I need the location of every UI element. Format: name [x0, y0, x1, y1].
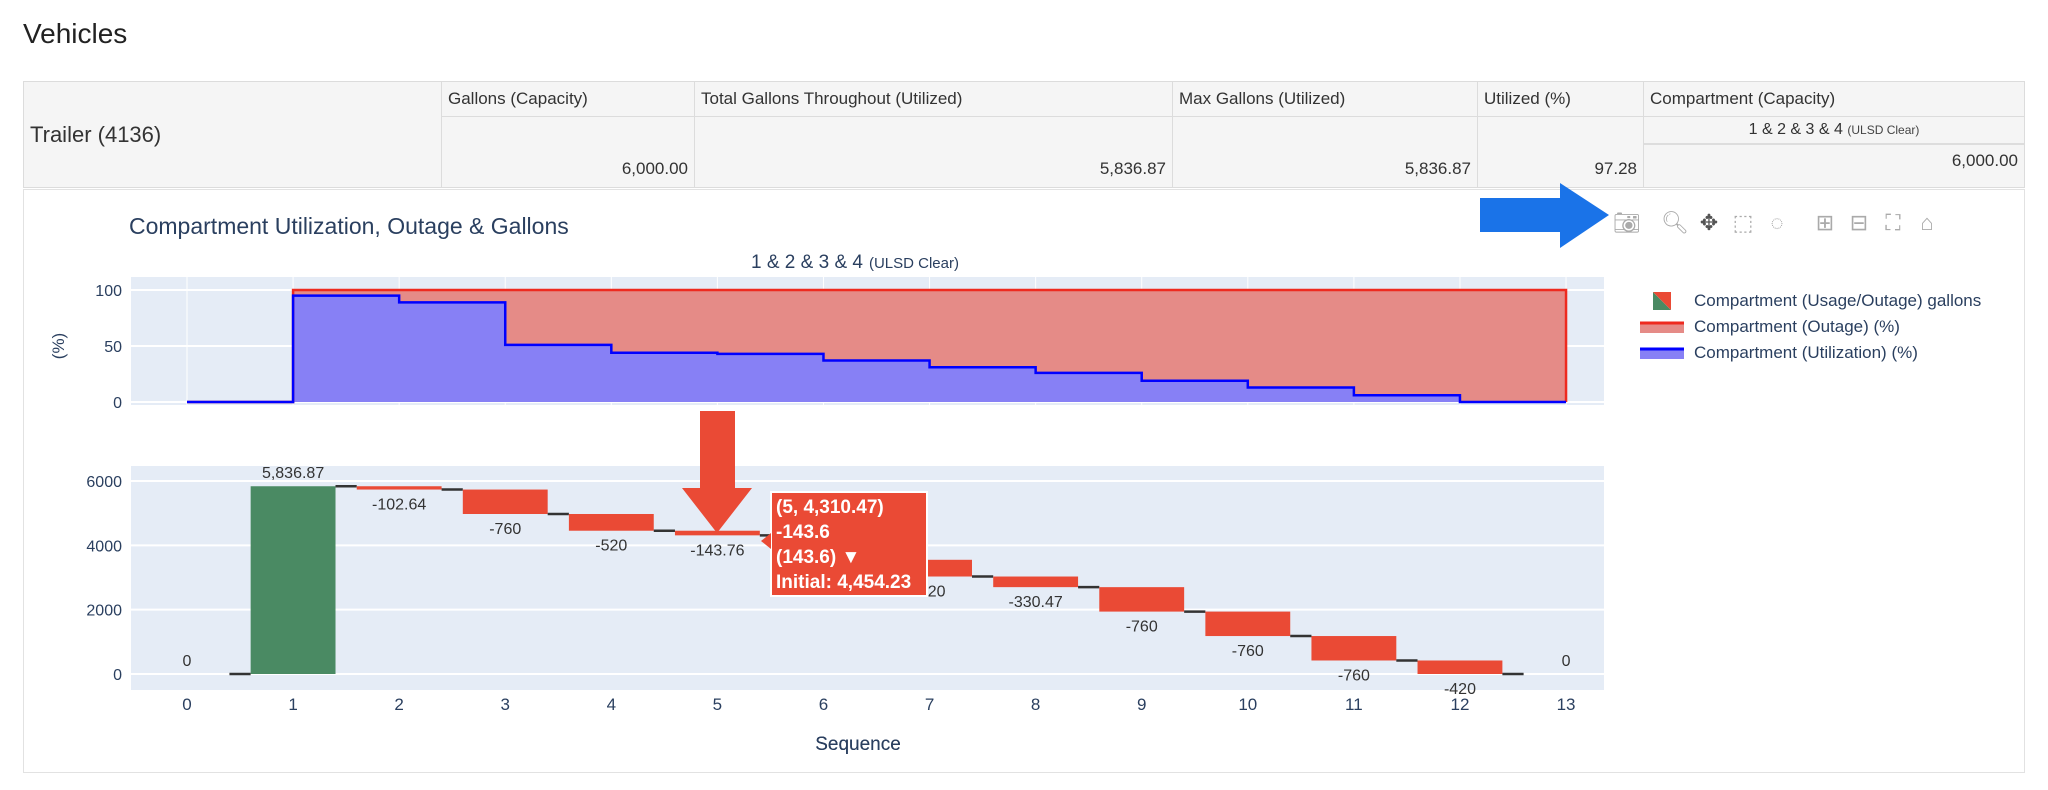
legend-item-outage[interactable]: Compartment (Outage) (%) — [1640, 314, 1981, 340]
waterfall-bar — [462, 489, 548, 514]
col-header: Utilized (%) — [1477, 81, 1644, 117]
legend: Compartment (Usage/Outage) gallons Compa… — [1640, 288, 1981, 366]
y-tick-label: 0 — [113, 395, 122, 412]
data-label: -760 — [1232, 643, 1264, 660]
utilization-area — [187, 295, 1567, 402]
y-axis-label: (%) — [49, 333, 68, 359]
data-label: -760 — [1126, 619, 1158, 636]
x-tick-label: 11 — [1345, 695, 1363, 714]
data-label: 0 — [183, 653, 192, 670]
max-gallons: 5,836.87 — [1172, 116, 1478, 188]
waterfall-bar — [356, 486, 442, 490]
data-label: -760 — [1338, 667, 1370, 684]
tooltip-line: -143.6 — [776, 522, 830, 543]
gallons-capacity: 6,000.00 — [441, 116, 695, 188]
compartment-name: 1 & 2 & 3 & 4 (ULSD Clear) — [1644, 117, 2024, 143]
waterfall-bar — [1311, 636, 1397, 661]
x-tick-label: 4 — [607, 695, 616, 714]
compartment-cell: 1 & 2 & 3 & 4 (ULSD Clear) 6,000.00 — [1643, 116, 2025, 188]
compartment-capacity: 6,000.00 — [1644, 143, 2024, 175]
chart-title: Compartment Utilization, Outage & Gallon… — [129, 213, 569, 239]
x-tick-label: 8 — [1031, 695, 1040, 714]
data-label: 0 — [1562, 653, 1571, 670]
utilized-percent: 97.28 — [1477, 116, 1644, 188]
y-tick-label: 50 — [104, 339, 122, 356]
y-tick-label: 4000 — [86, 538, 122, 555]
vehicle-summary-table: Trailer (4136) Gallons (Capacity) Total … — [23, 81, 2025, 188]
plot-toolbar: 📷︎ 🔍︎ ✥ ⬚ ◌ ⊞ ⊟ ⛶ ⌂ — [1610, 208, 1944, 238]
waterfall-bar — [1205, 611, 1291, 637]
data-label: -420 — [1444, 681, 1476, 698]
tooltip-line: (143.6) ▼ — [776, 547, 861, 568]
x-tick-label: 6 — [819, 695, 828, 714]
x-axis-title: Sequence — [815, 734, 901, 755]
compartment-product: (ULSD Clear) — [1847, 123, 1920, 137]
data-label: -143.76 — [690, 542, 744, 559]
hover-tooltip: (5, 4,310.47) -143.6 (143.6) ▼ Initial: … — [761, 491, 928, 597]
x-tick-label: 7 — [925, 695, 934, 714]
x-tick-label: 1 — [288, 695, 297, 714]
y-tick-label: 6000 — [86, 474, 122, 491]
autoscale-icon[interactable]: ⛶ — [1885, 210, 1901, 235]
y-tick-label: 100 — [95, 283, 122, 300]
tooltip-line: (5, 4,310.47) — [776, 497, 884, 518]
legend-item-usage[interactable]: Compartment (Usage/Outage) gallons — [1640, 288, 1981, 314]
x-tick-label: 12 — [1450, 695, 1469, 714]
chart-subtitle: 1 & 2 & 3 & 4 (ULSD Clear) — [751, 252, 959, 273]
data-label: -520 — [595, 538, 627, 555]
compartment-label: 1 & 2 & 3 & 4 — [1748, 121, 1843, 138]
waterfall-bar — [993, 576, 1079, 588]
x-tick-label: 0 — [182, 695, 191, 714]
page-title: Vehicles — [23, 18, 128, 49]
lasso-select-icon[interactable]: ◌ — [1770, 210, 1784, 235]
home-icon[interactable]: ⌂ — [1920, 210, 1934, 235]
x-axis-label: Sequence — [815, 734, 901, 755]
subtitle-product: (ULSD Clear) — [869, 255, 959, 272]
waterfall-swatch-icon — [1640, 292, 1684, 310]
y-tick-label: 2000 — [86, 603, 122, 620]
data-label: 5,836.87 — [262, 465, 324, 482]
x-tick-label: 3 — [501, 695, 510, 714]
legend-label: Compartment (Utilization) (%) — [1694, 343, 1918, 362]
y-tick-label: 0 — [113, 667, 122, 684]
pan-icon[interactable]: ✥ — [1699, 210, 1719, 235]
data-label: -102.64 — [372, 497, 426, 514]
col-header: Compartment (Capacity) — [1643, 81, 2025, 117]
legend-label: Compartment (Outage) (%) — [1694, 317, 1900, 336]
camera-icon[interactable]: 📷︎ — [1613, 210, 1641, 235]
utilization-line — [187, 294, 1567, 404]
zoom-out-icon[interactable]: ⊟ — [1849, 210, 1869, 235]
subtitle-main: 1 & 2 & 3 & 4 — [751, 252, 863, 273]
waterfall-bar — [674, 530, 760, 536]
tooltip-line: Initial: 4,454.23 — [776, 572, 912, 593]
x-tick-label: 10 — [1238, 695, 1257, 714]
outage-swatch-icon — [1640, 320, 1684, 334]
zoom-in-icon[interactable]: ⊞ — [1815, 210, 1835, 235]
waterfall-bar — [250, 486, 336, 674]
data-label: -330.47 — [1009, 594, 1063, 611]
col-header: Total Gallons Throughout (Utilized) — [694, 81, 1173, 117]
legend-label: Compartment (Usage/Outage) gallons — [1694, 291, 1982, 310]
x-tick-label: 5 — [713, 695, 722, 714]
outage-line — [187, 288, 1568, 404]
waterfall-bar — [1417, 660, 1503, 674]
red-arrow-annotation — [682, 411, 752, 533]
waterfall-bar — [568, 513, 654, 531]
vehicle-name: Trailer (4136) — [23, 81, 442, 188]
utilization-swatch-icon — [1640, 346, 1684, 360]
blue-arrow-annotation — [1480, 183, 1609, 248]
waterfall-bar — [1099, 587, 1185, 612]
zoom-icon[interactable]: 🔍︎ — [1661, 210, 1689, 235]
x-tick-label: 9 — [1137, 695, 1146, 714]
legend-item-utilization[interactable]: Compartment (Utilization) (%) — [1640, 340, 1981, 366]
x-tick-label: 2 — [394, 695, 403, 714]
x-tick-label: 13 — [1557, 695, 1576, 714]
data-label: -760 — [489, 521, 521, 538]
total-gallons: 5,836.87 — [694, 116, 1173, 188]
box-select-icon[interactable]: ⬚ — [1732, 210, 1754, 235]
